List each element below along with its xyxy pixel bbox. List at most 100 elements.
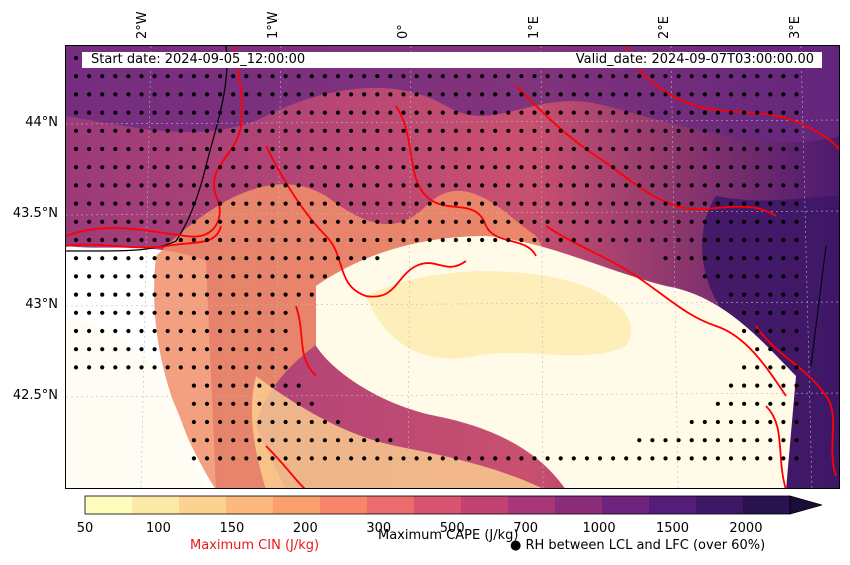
rh-dot (637, 74, 642, 79)
rh-dot (375, 74, 380, 79)
rh-dot (283, 165, 288, 170)
rh-dot (768, 256, 773, 261)
rh-dot (493, 128, 498, 133)
rh-dot (794, 165, 799, 170)
rh-dot (624, 219, 629, 224)
rh-dot (440, 128, 445, 133)
rh-dot (728, 256, 734, 261)
rh-dot (781, 383, 786, 388)
rh-dot (571, 92, 576, 97)
rh-dot (375, 201, 380, 206)
rh-dot (742, 328, 747, 334)
rh-dot (571, 146, 576, 152)
rh-dot (362, 165, 367, 170)
rh-dot (702, 201, 707, 206)
rh-dot (375, 146, 380, 152)
rh-dot (139, 146, 144, 152)
rh-dot (519, 92, 524, 97)
rh-dot (650, 438, 655, 443)
rh-dot (139, 328, 144, 334)
rh-dot (73, 237, 79, 243)
rh-dot (637, 219, 642, 224)
rh-dot (113, 328, 118, 334)
rh-dot (388, 183, 393, 188)
rh-dot (126, 110, 131, 115)
rh-dot (270, 201, 275, 206)
rh-dot (231, 419, 236, 425)
rh-dot (191, 310, 196, 315)
rh-dot (152, 110, 157, 115)
rh-dot (781, 165, 786, 170)
rh-dot (362, 128, 367, 133)
rh-dot (73, 310, 79, 315)
rh-dot (532, 183, 537, 188)
rh-dot (742, 401, 747, 406)
rh-dot (427, 92, 432, 97)
colorbar-tick-label: 200 (292, 521, 318, 536)
rh-dot (231, 219, 236, 224)
rh-dot (139, 128, 144, 133)
rh-dot (204, 328, 210, 334)
rh-dot (178, 347, 183, 352)
rh-dot (637, 201, 642, 206)
rh-dot (362, 219, 367, 224)
rh-dot (584, 201, 590, 206)
rh-dot (231, 365, 236, 370)
rh-dot (139, 201, 144, 206)
rh-dot (335, 183, 341, 188)
rh-dot (204, 438, 210, 443)
rh-dot (571, 183, 576, 188)
rh-dot (388, 237, 393, 243)
rh-dot (755, 310, 760, 315)
rh-dot (152, 237, 157, 243)
rh-dot (637, 237, 642, 243)
rh-dot (139, 292, 144, 297)
rh-dot (689, 456, 694, 461)
map-panel (65, 45, 840, 489)
rh-dot (650, 219, 655, 224)
rh-dot (689, 183, 694, 188)
rh-dot (244, 274, 249, 279)
rh-dot (584, 183, 590, 188)
rh-dot (545, 128, 550, 133)
rh-dot (270, 328, 275, 334)
rh-dot (283, 383, 288, 388)
rh-dot (742, 438, 747, 443)
rh-dot (519, 74, 524, 79)
rh-dot (165, 201, 170, 206)
colorbar-cell (414, 496, 462, 514)
rh-dot (742, 165, 747, 170)
rh-dot (545, 237, 550, 243)
rh-dot (126, 292, 131, 297)
rh-dot (689, 128, 694, 133)
rh-dot (139, 365, 144, 370)
rh-dot (126, 237, 131, 243)
rh-dot (322, 419, 327, 425)
rh-dot (689, 256, 694, 261)
rh-dot (244, 365, 249, 370)
rh-dot (702, 256, 707, 261)
rh-dot (335, 74, 341, 79)
rh-dot (676, 165, 681, 170)
rh-dot (715, 438, 721, 443)
rh-dot (283, 74, 288, 79)
rh-dot (480, 456, 485, 461)
rh-dot (152, 201, 157, 206)
rh-dot (296, 401, 301, 406)
rh-dot (571, 74, 576, 79)
rh-dot (689, 201, 694, 206)
rh-dot (453, 237, 458, 243)
rh-dot (309, 292, 314, 297)
rh-dot (165, 183, 170, 188)
rh-dot (663, 183, 668, 188)
rh-dot (244, 146, 249, 152)
rh-dot (152, 365, 157, 370)
rh-dot (755, 365, 760, 370)
rh-dot (244, 347, 249, 352)
rh-dot (165, 292, 170, 297)
lon-tick-label: 3°E (788, 16, 803, 39)
rh-dot (611, 456, 616, 461)
rh-dot (480, 74, 485, 79)
rh-dot (231, 183, 236, 188)
rh-dot (139, 165, 144, 170)
